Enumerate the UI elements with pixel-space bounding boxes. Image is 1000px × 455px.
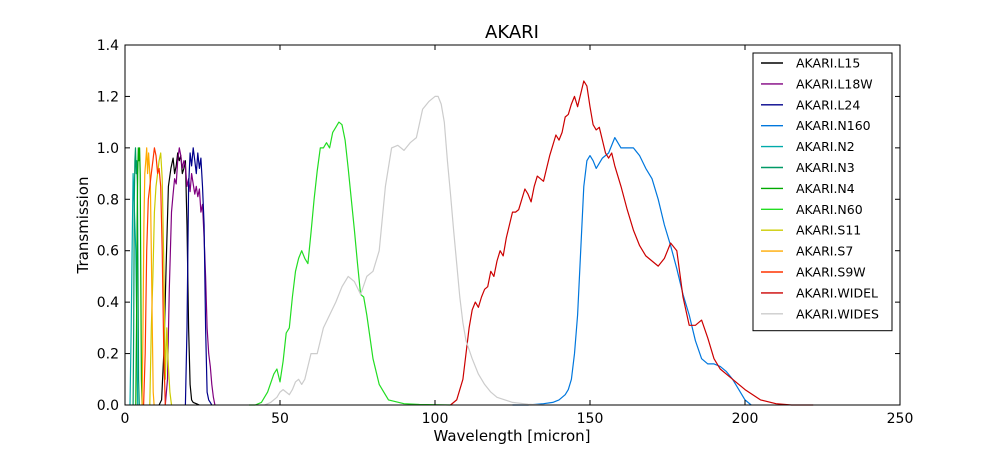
series-line-akari-s11 — [149, 152, 173, 406]
x-tick-label: 250 — [887, 411, 914, 427]
legend-label: AKARI.S11 — [796, 223, 861, 238]
series-line-akari-l24 — [184, 147, 213, 406]
legend-box — [752, 52, 893, 332]
series-line-akari-l18w — [164, 147, 216, 406]
series-layer — [129, 80, 814, 406]
series-line-akari-wides — [264, 95, 544, 406]
legend-label: AKARI.L15 — [796, 56, 860, 71]
y-tick-label: 0.4 — [97, 295, 119, 311]
legend: AKARI.L15 AKARI.L18W AKARI.L24 AKARI.N160 AK… — [752, 52, 893, 332]
series-line-akari-n160 — [512, 137, 752, 406]
legend-label: AKARI.N60 — [796, 202, 863, 217]
x-axis-label: Wavelength [micron] — [433, 427, 590, 445]
x-tick-label: 50 — [271, 411, 289, 427]
x-tick-label: 100 — [422, 411, 449, 427]
legend-label: AKARI.N160 — [796, 118, 871, 133]
legend-label: AKARI.N2 — [796, 139, 855, 154]
legend-label: AKARI.N4 — [796, 181, 855, 196]
series-line-akari-l15 — [158, 152, 200, 406]
legend-label: AKARI.S9W — [796, 265, 866, 280]
y-axis-label: Transmission — [74, 177, 92, 275]
series-line-akari-s9w — [143, 147, 166, 406]
series-line-akari-n3 — [132, 147, 140, 406]
y-tick-label: 1.2 — [97, 89, 119, 105]
series-line-akari-s7 — [141, 147, 155, 406]
chart-title: AKARI — [485, 22, 539, 43]
legend-label: AKARI.WIDEL — [796, 285, 878, 300]
series-line-akari-widel — [450, 80, 814, 406]
legend-label: AKARI.L18W — [796, 76, 873, 91]
ticks-layer: 0 50 100 150 200 250 0.0 0.2 0.4 0.6 0.8 1.0 1.2 1.4 — [97, 38, 914, 427]
x-tick-label: 200 — [732, 411, 759, 427]
y-tick-label: 0.8 — [97, 192, 119, 208]
x-tick-label: 0 — [121, 411, 130, 427]
y-tick-label: 1.0 — [97, 141, 119, 157]
legend-label: AKARI.WIDES — [796, 306, 879, 321]
plot-frame — [124, 44, 901, 406]
y-tick-label: 0.6 — [97, 244, 119, 260]
series-line-akari-n60 — [249, 121, 451, 406]
legend-label: AKARI.L24 — [796, 97, 860, 112]
x-tick-label: 150 — [577, 411, 604, 427]
y-tick-label: 0.0 — [97, 398, 119, 414]
legend-label: AKARI.N3 — [796, 160, 855, 175]
y-tick-label: 0.2 — [97, 347, 119, 363]
series-line-akari-n4 — [135, 147, 143, 406]
y-tick-label: 1.4 — [97, 38, 119, 54]
legend-label: AKARI.S7 — [796, 244, 853, 259]
